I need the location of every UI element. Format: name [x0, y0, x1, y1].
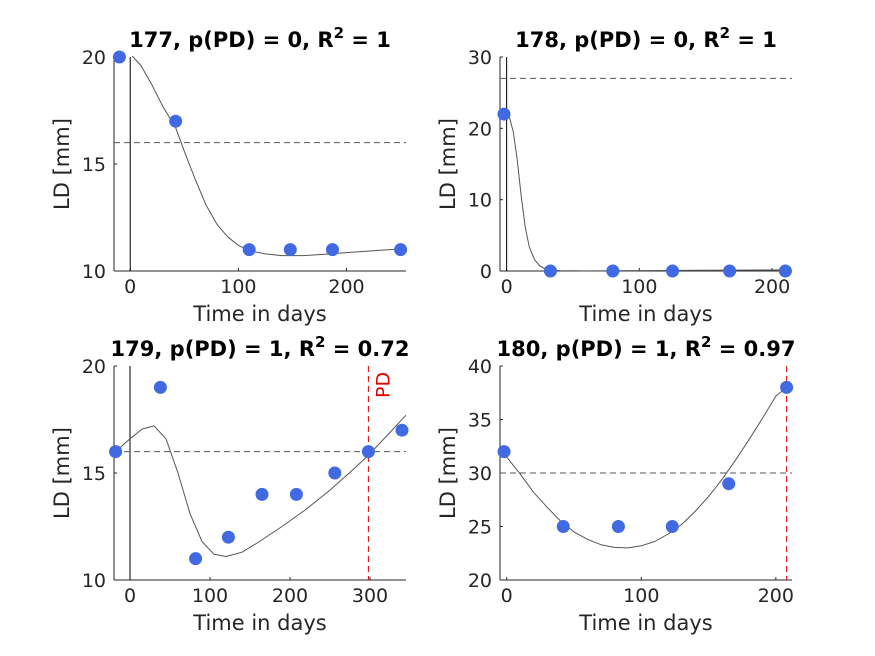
- x-axis-label: Time in days: [192, 302, 326, 326]
- data-point: [255, 487, 269, 501]
- subplot-178: 0 10 20 30 0 100 200 178, p(PD) = 0, R2 = 1 Time…: [436, 24, 792, 326]
- data-point: [395, 423, 409, 437]
- fit-curve: [503, 111, 786, 272]
- data-point: [242, 243, 256, 257]
- data-point: [153, 380, 167, 394]
- y-tick-label: 30: [468, 463, 492, 485]
- x-tick-label: 0: [124, 276, 136, 298]
- data-point: [543, 264, 557, 278]
- plot-area: [114, 56, 406, 271]
- plot-area: [500, 366, 792, 580]
- data-point: [778, 264, 792, 278]
- y-tick-label: 15: [82, 154, 106, 176]
- fit-curve: [503, 387, 787, 549]
- x-tick-label: 200: [754, 276, 790, 298]
- x-tick-label: 200: [758, 585, 794, 607]
- pd-label: PD: [372, 372, 394, 398]
- data-point: [361, 445, 375, 459]
- data-point: [169, 114, 183, 128]
- data-point: [723, 264, 737, 278]
- panel-title: 177, p(PD) = 0, R2 = 1: [129, 24, 391, 52]
- y-tick-label: 25: [468, 517, 492, 539]
- data-point: [328, 466, 342, 480]
- subplot-180: 20 25 30 35 40 0 100 200 180, p(PD) = 1, R2 = 0.…: [436, 333, 795, 635]
- y-axis-label: LD [mm]: [436, 118, 460, 210]
- data-point: [109, 445, 123, 459]
- panel-title: 179, p(PD) = 1, R2 = 0.72: [111, 333, 410, 361]
- y-tick-label: 40: [468, 356, 492, 378]
- x-axis-label: Time in days: [192, 611, 326, 635]
- data-point: [221, 530, 235, 544]
- plot-area: [500, 57, 792, 272]
- data-point: [722, 477, 736, 491]
- y-tick-label: 20: [468, 570, 492, 592]
- data-point: [780, 380, 794, 394]
- panel-title: 180, p(PD) = 1, R2 = 0.97: [497, 333, 796, 361]
- x-tick-label: 200: [328, 276, 364, 298]
- fit-curve: [131, 56, 406, 257]
- y-axis-label: LD [mm]: [436, 427, 460, 519]
- data-point: [497, 445, 511, 459]
- y-tick-label: 30: [468, 47, 492, 69]
- x-tick-label: 0: [501, 585, 513, 607]
- data-point: [606, 264, 620, 278]
- x-tick-label: 100: [621, 276, 657, 298]
- data-point: [189, 552, 203, 566]
- y-tick-label: 20: [82, 356, 106, 378]
- data-point: [611, 520, 625, 533]
- data-point: [289, 487, 303, 501]
- y-tick-label: 10: [468, 190, 492, 212]
- y-tick-label: 35: [468, 410, 492, 432]
- x-axis-label: Time in days: [578, 302, 712, 326]
- data-point: [666, 264, 680, 278]
- x-tick-label: 100: [220, 276, 256, 298]
- y-tick-label: 0: [480, 261, 492, 283]
- fit-curve: [115, 414, 406, 557]
- x-tick-label: 0: [124, 585, 136, 607]
- y-tick-label: 20: [468, 118, 492, 140]
- y-tick-label: 15: [82, 463, 106, 485]
- x-tick-label: 100: [623, 585, 659, 607]
- y-tick-label: 10: [82, 261, 106, 283]
- y-tick-label: 20: [82, 47, 106, 69]
- x-tick-label: 100: [192, 585, 228, 607]
- data-point: [665, 520, 679, 533]
- data-point: [497, 107, 511, 121]
- data-point: [394, 243, 408, 257]
- x-tick-label: 300: [352, 585, 388, 607]
- plot-area: [114, 366, 406, 580]
- data-point: [112, 50, 126, 64]
- data-point: [556, 520, 570, 533]
- x-axis-label: Time in days: [578, 611, 712, 635]
- data-point: [325, 243, 339, 257]
- x-tick-label: 200: [272, 585, 308, 607]
- y-axis-label: LD [mm]: [50, 427, 74, 519]
- panel-title: 178, p(PD) = 0, R2 = 1: [515, 24, 777, 52]
- data-point: [283, 243, 297, 257]
- x-tick-label: 0: [501, 276, 513, 298]
- y-tick-label: 10: [82, 570, 106, 592]
- y-axis-label: LD [mm]: [50, 118, 74, 210]
